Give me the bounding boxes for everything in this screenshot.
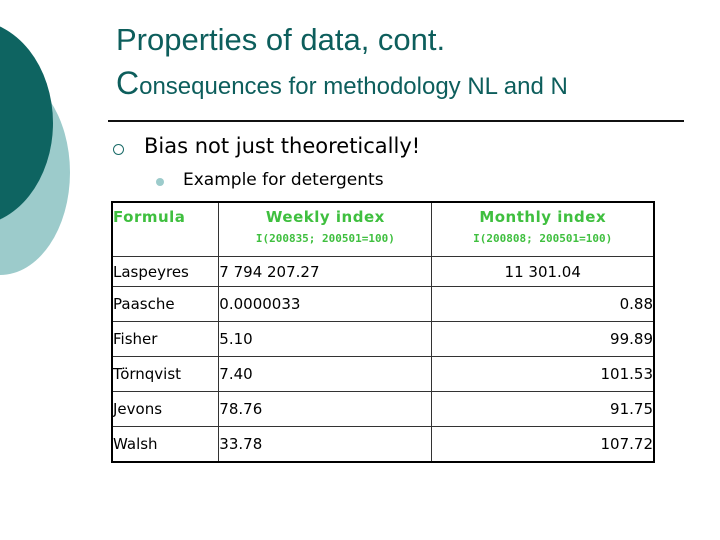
title-line-2: Consequences for methodology NL and N [116, 67, 568, 99]
weekly-value-cell: 78.76 [218, 391, 432, 427]
table-row: Jevons 78.76 91.75 [112, 391, 654, 427]
filled-dot-bullet-icon [156, 178, 164, 186]
header-monthly-index: Monthly index I(200808; 200501=100) [431, 201, 654, 257]
table-row: Laspeyres 7 794 207.27 11 301.04 [112, 256, 654, 287]
slide-title: Properties of data, cont. Consequences f… [116, 24, 568, 99]
weekly-value-cell: 7 794 207.27 [218, 256, 432, 287]
table-header-row: Formula Weekly index I(200835; 200501=10… [112, 201, 654, 257]
formula-cell: Törnqvist [112, 356, 219, 392]
index-comparison-table: Formula Weekly index I(200835; 200501=10… [111, 201, 655, 463]
header-weekly-title: Weekly index [265, 208, 385, 226]
title-line-1: Properties of data, cont. [116, 22, 446, 57]
monthly-value-cell: 99.89 [431, 321, 654, 357]
weekly-value-cell: 5.10 [218, 321, 432, 357]
monthly-value-cell: 107.72 [431, 426, 654, 462]
table-row: Walsh 33.78 107.72 [112, 426, 654, 462]
table-row: Törnqvist 7.40 101.53 [112, 356, 654, 392]
monthly-value-cell: 91.75 [431, 391, 654, 427]
header-monthly-title: Monthly index [479, 208, 607, 226]
table-row: Fisher 5.10 99.89 [112, 321, 654, 357]
bullet-text-level1: Bias not just theoretically! [144, 134, 421, 158]
formula-cell: Paasche [112, 286, 219, 322]
hollow-circle-bullet-icon [113, 144, 124, 155]
title-line-2-initial: C [116, 65, 140, 101]
formula-cell: Jevons [112, 391, 219, 427]
header-monthly-subtitle: I(200808; 200501=100) [473, 232, 613, 245]
formula-cell: Laspeyres [112, 256, 219, 287]
weekly-value-cell: 33.78 [218, 426, 432, 462]
header-formula: Formula [112, 201, 219, 257]
formula-cell: Walsh [112, 426, 219, 462]
title-line-2-rest: onsequences for methodology NL and N [139, 73, 568, 100]
table-row: Paasche 0.0000033 0.88 [112, 286, 654, 322]
monthly-value-cell: 101.53 [431, 356, 654, 392]
bullet-text-level2: Example for detergents [183, 170, 384, 190]
formula-cell: Fisher [112, 321, 219, 357]
weekly-value-cell: 7.40 [218, 356, 432, 392]
weekly-value-cell: 0.0000033 [218, 286, 432, 322]
monthly-value-cell: 0.88 [431, 286, 654, 322]
monthly-value-cell: 11 301.04 [431, 256, 654, 287]
header-weekly-index: Weekly index I(200835; 200501=100) [218, 201, 432, 257]
title-divider [108, 120, 684, 122]
header-weekly-subtitle: I(200835; 200501=100) [255, 232, 395, 245]
